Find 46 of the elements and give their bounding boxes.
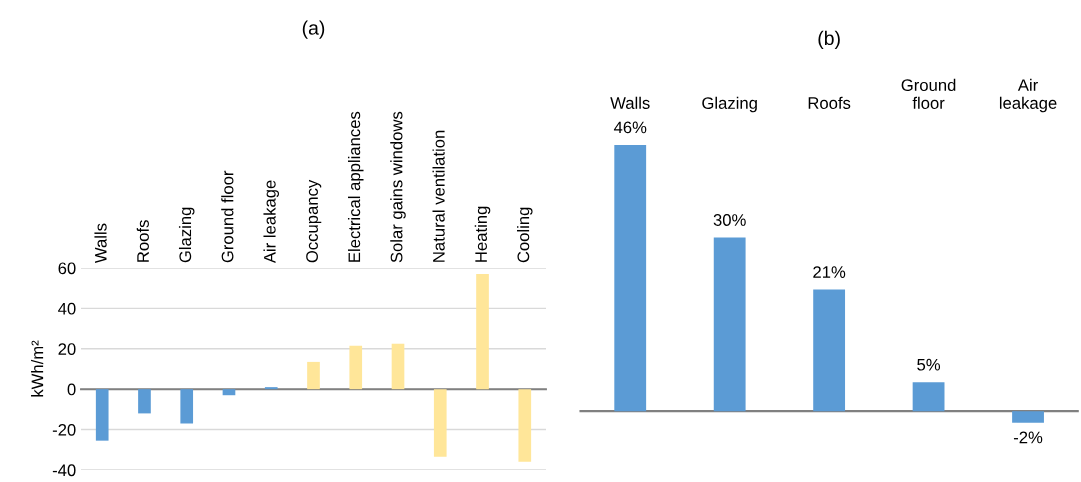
y-tick-label: -20 [52, 423, 76, 436]
x-tick-label: Glazing [702, 96, 757, 113]
bar [307, 361, 320, 390]
x-tick-label: Occupancy [306, 179, 322, 263]
y-tick-label: 40 [58, 302, 76, 315]
bar [222, 389, 236, 396]
x-tick-label: Electrical appliances [347, 111, 364, 262]
chart-title: (b) [818, 30, 840, 49]
bar [813, 289, 846, 412]
bar [912, 382, 945, 412]
y-tick-label: 20 [58, 343, 76, 355]
x-tick-label: Cooling [517, 207, 533, 263]
x-tick-label: Walls [610, 96, 650, 109]
x-tick-label: Ground floor [901, 78, 956, 109]
bar [433, 389, 447, 457]
y-axis-title: kWh/m² [31, 340, 44, 397]
y-tick-label: 0 [67, 383, 76, 396]
x-tick-label: Natural ventilation [432, 130, 445, 262]
x-tick-label: Air leakage [999, 78, 1057, 113]
bar [95, 389, 109, 441]
data-label: 21% [813, 266, 846, 278]
bar [713, 237, 746, 412]
x-tick-label: Glazing [178, 207, 195, 263]
x-tick-label: Roofs [136, 220, 149, 262]
bar [180, 389, 194, 424]
chart-title: (a) [302, 20, 325, 39]
bar [264, 387, 278, 390]
bar [138, 389, 151, 414]
bar [349, 345, 363, 390]
x-tick-label: Solar gains windows [390, 111, 406, 263]
data-label: -2% [1013, 431, 1043, 444]
bar [476, 274, 489, 390]
y-tick-label: 60 [58, 262, 76, 275]
x-tick-label: Air leakage [263, 180, 279, 264]
data-label: 30% [713, 214, 746, 226]
bar [391, 343, 405, 390]
data-label: 5% [917, 358, 941, 371]
bar [518, 389, 532, 462]
bar [1012, 411, 1044, 423]
y-tick-label: -40 [52, 464, 76, 477]
bar [614, 144, 647, 412]
x-tick-label: Ground floor [221, 170, 234, 263]
data-label: 46% [613, 121, 647, 134]
x-tick-label: Walls [94, 223, 107, 264]
x-tick-label: Roofs [808, 96, 851, 109]
x-tick-label: Heating [474, 206, 491, 262]
